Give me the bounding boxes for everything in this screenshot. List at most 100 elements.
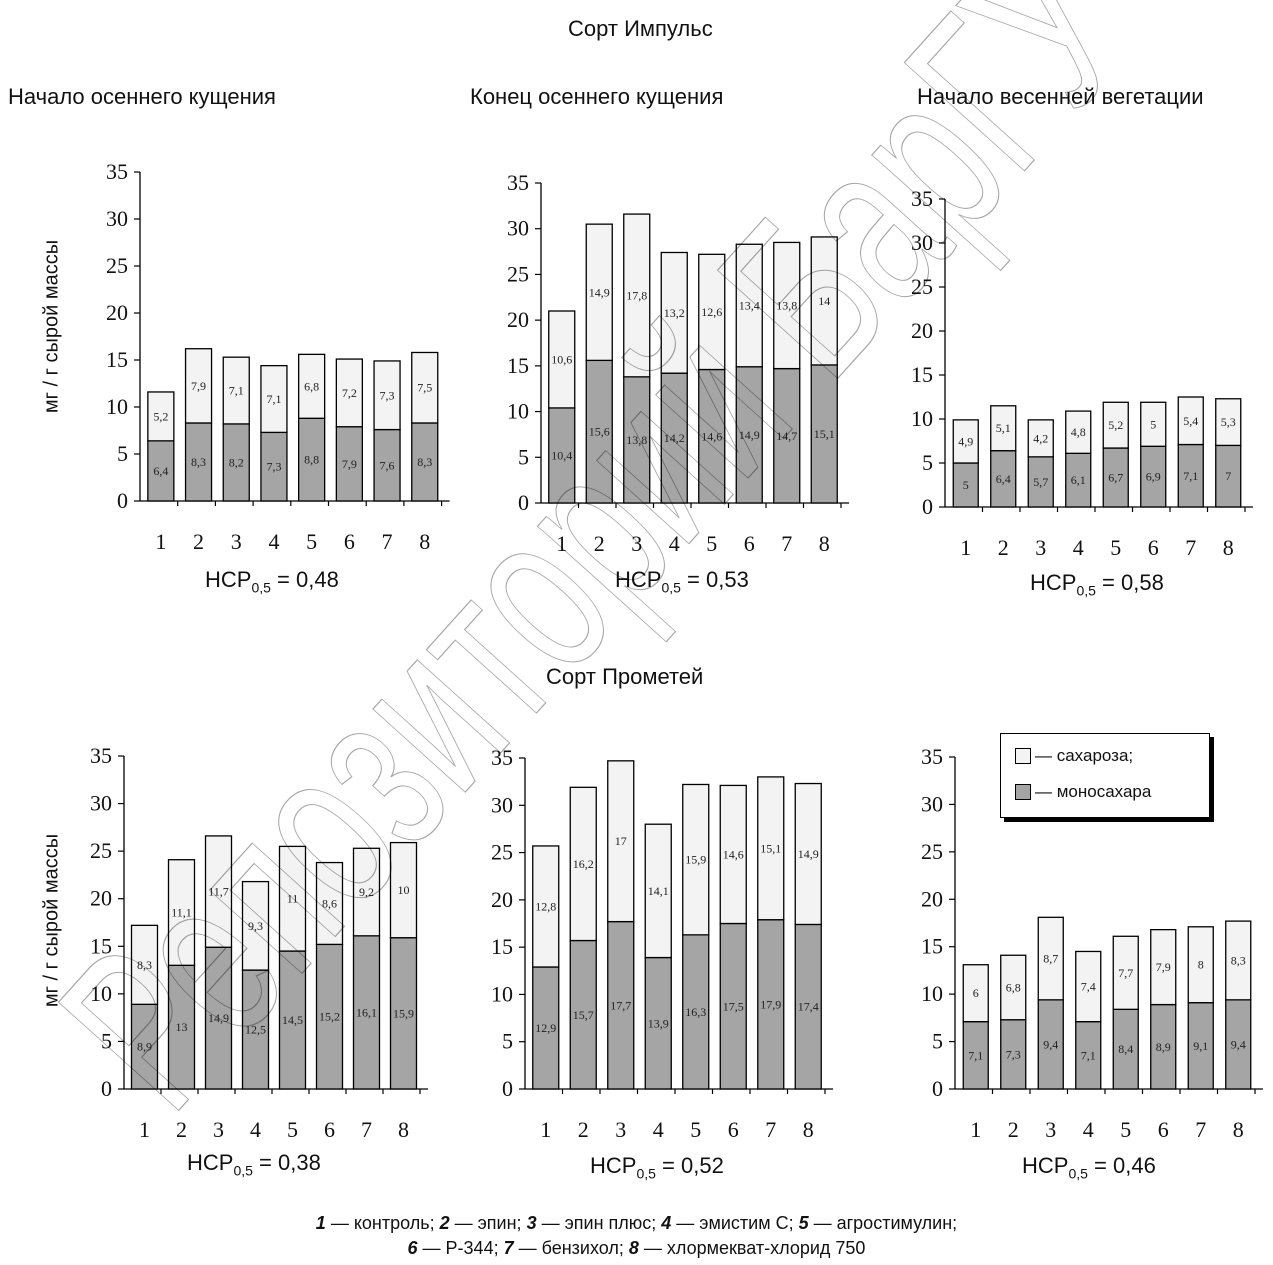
bar-mono [389,937,418,1090]
caption-item-num-3: 3 [526,1213,537,1233]
caption-item-text-1: — контроль; [325,1213,440,1233]
bar-sucrose [167,859,196,966]
y-tick-label: 30 [106,206,128,231]
bar-label-sucrose: 16,2 [573,857,594,871]
y-tick-label: 10 [90,981,112,1006]
bar-label-sucrose: 7,4 [1081,980,1096,994]
y-tick-label: 25 [106,253,128,278]
bar-mono [532,966,560,1090]
bar-mono [335,426,364,502]
bar-label-mono: 5 [963,478,969,492]
y-tick-label: 5 [932,1029,943,1054]
bar-sucrose [260,364,288,434]
bar-label-mono: 15,9 [393,1006,414,1020]
y-tick-label: 5 [502,1029,513,1054]
bar-label-sucrose: 4,9 [958,434,973,448]
bar-label-mono: 8,4 [1118,1042,1133,1056]
section-title-prometei: Сорт Прометей [546,664,704,689]
y-tick-label: 10 [911,406,933,431]
chart-1: 0 5 10 15 20 25 30 35 1 6,4 5,2 2 8,3 7,9 3 8,2 7,1 4 7,3 7… [106,159,450,554]
bar-sucrose [373,360,401,431]
y-tick-label: 35 [911,186,933,211]
bar-label-mono: 7,3 [1006,1047,1021,1061]
bar-mono [167,964,196,1090]
bar-sucrose [773,241,801,370]
bar-mono [1150,1003,1177,1090]
x-tick-label: 4 [1073,535,1084,560]
bar-label-mono: 17,5 [723,999,744,1013]
bar-sucrose [130,924,159,1005]
bar-label-mono: 14,6 [701,429,722,443]
bar-label-mono: 8,3 [417,455,432,469]
caption-item-num-2: 2 [439,1213,450,1233]
x-tick-label: 5 [287,1117,298,1142]
nsr-label-4: НСР0,5 = 0,38 [187,1150,321,1179]
bar-mono [719,922,747,1090]
bar-sucrose [952,419,979,464]
y-tick-label: 0 [117,488,128,513]
bar-label-mono: 12,5 [245,1023,266,1037]
x-tick-label: 8 [398,1117,409,1142]
caption-item-text-7: — бензихол; [513,1238,629,1258]
bar-label-sucrose: 10,6 [551,352,572,366]
bar-label-mono: 6,4 [996,472,1011,486]
x-tick-label: 4 [653,1117,664,1142]
bar-label-mono: 8,2 [229,455,244,469]
bar-mono [1112,1008,1139,1090]
bar-sucrose [335,358,364,428]
caption-line-2: 6 — Р-344; 7 — бензихол; 8 — хлормекват-… [0,1238,1273,1259]
bar-label-sucrose: 7,3 [380,388,395,402]
chart-6: 0 5 10 15 20 25 30 35 1 7,1 6 2 7,3 6,8 3 9,4 8,7 4 7,1 7,4… [921,744,1263,1142]
bar-sucrose [794,782,822,926]
caption-item-text-5: — агростимулин; [808,1213,958,1233]
y-tick-label: 30 [507,216,529,241]
x-tick-label: 6 [344,529,355,554]
bar-label-mono: 16,3 [685,1005,706,1019]
bar-label-mono: 6,9 [1146,470,1161,484]
chart-2: 0 5 10 15 20 25 30 35 1 10,4 10,6 2 15,6 14,9 3 13,8 17,… [507,170,849,556]
y-tick-label: 35 [491,745,513,770]
x-tick-label: 2 [1008,1117,1019,1142]
bar-sucrose [278,845,307,952]
bar-sucrose [1027,419,1054,458]
y-tick-label: 30 [491,792,513,817]
caption-line-1: 1 — контроль; 2 — эпин; 3 — эпин плюс; 4… [0,1213,1273,1234]
bar-sucrose [585,223,613,362]
y-tick-label: 15 [921,934,943,959]
nsr-label-5: НСР0,5 = 0,52 [590,1153,724,1182]
bar-sucrose [1177,396,1204,446]
nsr-label-6: НСР0,5 = 0,46 [1022,1153,1156,1182]
bar-label-sucrose: 15,1 [760,841,781,855]
bar-label-mono: 15,6 [589,425,610,439]
bar-mono [315,943,344,1090]
x-tick-label: 5 [306,529,317,554]
y-tick-label: 15 [90,933,112,958]
bar-label-sucrose: 5,2 [153,409,168,423]
bar-label-mono: 6,4 [153,464,168,478]
y-tick-label: 20 [507,307,529,332]
bar-label-sucrose: 11 [287,892,299,906]
bar-label-mono: 7,1 [1081,1048,1096,1062]
bar-label-mono: 9,1 [1193,1039,1208,1053]
bar-sucrose [757,776,785,921]
bar-label-mono: 14,7 [776,429,797,443]
caption-item-num-7: 7 [503,1238,514,1258]
bar-label-sucrose: 5 [1150,417,1156,431]
bar-sucrose [810,236,838,366]
legend: — сахароза; — моносахара [1000,733,1210,818]
x-tick-label: 6 [1158,1117,1169,1142]
section-title-impuls: Сорт Импульс [568,16,713,41]
x-tick-label: 8 [803,1117,814,1142]
x-tick-label: 7 [382,529,393,554]
y-tick-label: 20 [106,300,128,325]
legend-label-mono: — моносахара [1035,782,1152,801]
nsr-label-3: НСР0,5 = 0,58 [1030,570,1164,599]
y-tick-label: 30 [921,791,943,816]
bar-label-mono: 14,9 [208,1011,229,1025]
x-tick-label: 1 [540,1117,551,1142]
bar-mono [810,364,838,504]
bar-label-mono: 6,1 [1071,473,1086,487]
nsr-label-1: НСР0,5 = 0,48 [205,567,339,596]
bar-sucrose [1065,410,1092,454]
